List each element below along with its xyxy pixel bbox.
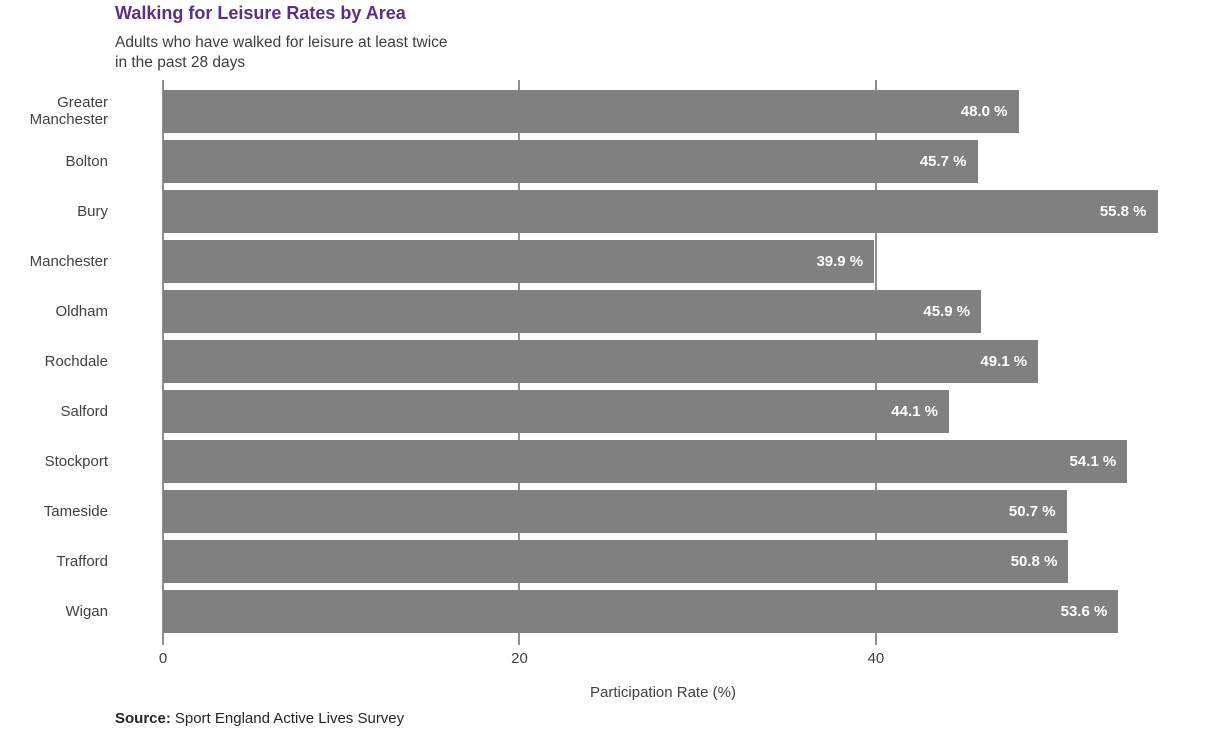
category-label: Salford: [60, 402, 108, 420]
source-text: Sport England Active Lives Survey: [174, 710, 405, 727]
category-label: Bury: [77, 202, 108, 220]
bar-value-label: 55.8 %: [1099, 202, 1147, 220]
bar: 39.9 %: [163, 239, 875, 283]
bar: 49.1 %: [163, 339, 1039, 383]
category-label: Tameside: [43, 502, 108, 520]
bar-track: 55.8 %: [163, 189, 1211, 233]
bar-row: Manchester 39.9 %: [0, 236, 1211, 286]
tick-mark: [874, 638, 877, 645]
bar-track: 49.1 %: [163, 339, 1211, 383]
source-label: Source:: [115, 710, 171, 727]
bar-value-label: 39.9 %: [816, 252, 864, 270]
bar: 50.8 %: [163, 539, 1069, 583]
bar: 45.9 %: [163, 289, 982, 333]
bar-value-label: 50.7 %: [1008, 502, 1056, 520]
category-label: Bolton: [65, 152, 108, 170]
bar-value-label: 54.1 %: [1069, 452, 1117, 470]
bar-track: 54.1 %: [163, 439, 1211, 483]
source-note: Source: Sport England Active Lives Survey: [115, 710, 404, 727]
bar-track: 48.0 %: [163, 89, 1211, 133]
category-label: Manchester: [29, 252, 108, 270]
bar-row: Wigan 53.6 %: [0, 586, 1211, 636]
bar-value-label: 53.6 %: [1060, 602, 1108, 620]
category-label: Greater Manchester: [29, 94, 108, 128]
tick-mark: [162, 638, 164, 645]
bar-row: Salford 44.1 %: [0, 386, 1211, 436]
bar-track: 45.7 %: [163, 139, 1211, 183]
tick-mark: [518, 638, 521, 645]
category-label: Wigan: [65, 602, 108, 620]
bar-row: Rochdale 49.1 %: [0, 336, 1211, 386]
bar-track: 50.7 %: [163, 489, 1211, 533]
x-axis-ticks: [162, 638, 1211, 645]
bar-row: Bolton 45.7 %: [0, 136, 1211, 186]
chart-title: Walking for Leisure Rates by Area: [115, 3, 406, 23]
bar: 44.1 %: [163, 389, 949, 433]
bar-value-label: 45.9 %: [923, 302, 971, 320]
bar-value-label: 48.0 %: [960, 102, 1008, 120]
bar-value-label: 49.1 %: [980, 352, 1028, 370]
bar-value-label: 44.1 %: [891, 402, 938, 420]
bar-row: Greater Manchester 48.0 %: [0, 86, 1211, 136]
bar: 53.6 %: [163, 589, 1119, 633]
bar-row: Bury 55.8 %: [0, 186, 1211, 236]
bar: 54.1 %: [163, 439, 1128, 483]
bar-row: Tameside 50.7 %: [0, 486, 1211, 536]
tick-label: 20: [511, 650, 528, 667]
bar-row: Trafford 50.8 %: [0, 536, 1211, 586]
bar-value-label: 45.7 %: [919, 152, 967, 170]
bar-track: 50.8 %: [163, 539, 1211, 583]
x-axis-tick-labels: 0 20 40: [159, 650, 1211, 670]
bar: 48.0 %: [163, 89, 1019, 133]
bar-value-label: 50.8 %: [1010, 552, 1058, 570]
chart-subtitle: Adults who have walked for leisure at le…: [115, 34, 448, 71]
bar-track: 44.1 %: [163, 389, 1211, 433]
bar-row: Oldham 45.9 %: [0, 286, 1211, 336]
category-label: Rochdale: [44, 352, 108, 370]
category-label: Trafford: [56, 552, 108, 570]
bar-track: 45.9 %: [163, 289, 1211, 333]
bar: 45.7 %: [163, 139, 978, 183]
bar: 55.8 %: [163, 189, 1158, 233]
category-label: Stockport: [44, 452, 108, 470]
bar: 50.7 %: [163, 489, 1067, 533]
bar-track: 39.9 %: [163, 239, 1211, 283]
bar-row: Stockport 54.1 %: [0, 436, 1211, 486]
tick-label: 40: [867, 650, 885, 667]
bar-rows: Greater Manchester 48.0 % Bolton 45.7 % Bury…: [0, 86, 1211, 636]
x-axis-title: Participation Rate (%): [590, 684, 736, 701]
category-label: Oldham: [55, 302, 108, 320]
bar-track: 53.6 %: [163, 589, 1211, 633]
tick-label: 0: [158, 650, 168, 667]
